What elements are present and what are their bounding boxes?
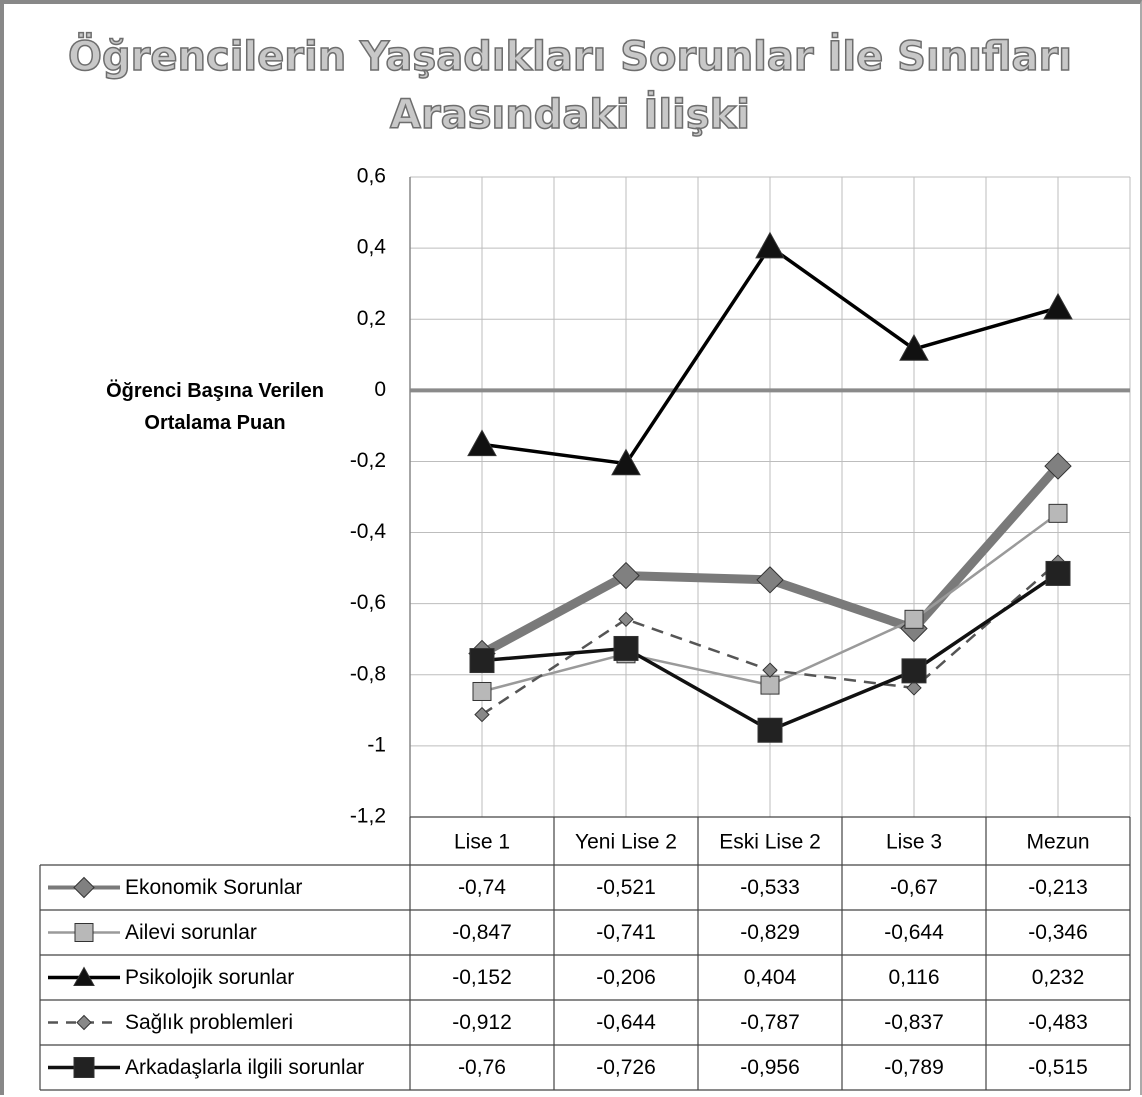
legend-label: Ekonomik Sorunlar — [125, 876, 302, 899]
marker — [901, 658, 927, 684]
marker — [73, 1057, 95, 1078]
marker — [756, 566, 784, 594]
marker — [612, 561, 640, 590]
table-value: -0,741 — [596, 921, 656, 944]
marker — [467, 429, 497, 457]
marker — [899, 334, 929, 361]
table-value: -0,533 — [740, 876, 800, 899]
marker — [469, 648, 495, 674]
marker — [611, 448, 641, 476]
marker — [762, 662, 778, 678]
marker — [904, 609, 924, 629]
table-value: -0,515 — [1028, 1056, 1088, 1079]
table-value: -0,956 — [740, 1056, 800, 1079]
marker — [1045, 560, 1071, 586]
marker — [472, 681, 492, 701]
x-tick-label: Mezun — [1026, 831, 1089, 854]
legend-label: Sağlık problemleri — [125, 1011, 293, 1034]
marker — [1043, 292, 1073, 320]
y-tick-label: -0,2 — [350, 449, 386, 472]
y-axis-label: Öğrenci Başına Verilen Ortalama Puan — [106, 380, 324, 434]
marker — [613, 635, 639, 661]
chart-title: Öğrencilerin Yaşadıkları Sorunlar İle Sı… — [67, 33, 1072, 139]
legend-label: Psikolojik sorunlar — [125, 966, 294, 989]
table-value: -0,789 — [884, 1056, 944, 1079]
marker — [474, 706, 490, 723]
marker — [760, 675, 780, 695]
marker — [1048, 503, 1068, 523]
y-tick-label: -0,8 — [350, 662, 386, 685]
marker — [755, 231, 785, 259]
x-tick-label: Eski Lise 2 — [719, 831, 821, 854]
table-value: -0,213 — [1028, 876, 1088, 899]
table-value: 0,116 — [889, 966, 940, 989]
legend-label: Ailevi sorunlar — [125, 921, 257, 944]
table-value: -0,912 — [452, 1011, 512, 1034]
marker — [618, 611, 634, 628]
table-value: -0,644 — [596, 1011, 656, 1034]
table-value: 0,232 — [1032, 966, 1085, 989]
y-tick-label: 0,4 — [357, 236, 387, 259]
y-tick-label: -0,6 — [350, 591, 386, 614]
table-value: -0,847 — [452, 921, 512, 944]
y-tick-label: 0,6 — [357, 165, 386, 188]
table-value: -0,829 — [740, 921, 800, 944]
table-value: -0,206 — [596, 966, 656, 989]
table-value: -0,152 — [452, 966, 512, 989]
table-value: -0,74 — [458, 876, 506, 899]
table-value: -0,644 — [884, 921, 944, 944]
marker — [74, 923, 94, 942]
x-tick-label: Yeni Lise 2 — [575, 831, 677, 854]
table-value: -0,346 — [1028, 921, 1088, 944]
table-value: -0,67 — [890, 876, 938, 899]
x-tick-label: Lise 1 — [454, 831, 510, 854]
y-tick-label: -1,2 — [350, 805, 386, 828]
marker — [757, 717, 783, 743]
table-value: -0,837 — [884, 1011, 944, 1034]
y-tick-label: 0 — [374, 378, 386, 401]
table-value: -0,787 — [740, 1011, 800, 1034]
table-value: -0,726 — [596, 1056, 656, 1079]
marker — [73, 876, 95, 899]
y-tick-label: 0,2 — [357, 307, 386, 330]
marker — [76, 1014, 92, 1031]
marker — [1044, 452, 1072, 480]
marker — [73, 966, 95, 986]
table-value: -0,483 — [1028, 1011, 1088, 1034]
legend-label: Arkadaşlarla ilgili sorunlar — [125, 1056, 364, 1079]
table-value: -0,76 — [458, 1056, 506, 1079]
x-tick-label: Lise 3 — [886, 831, 942, 854]
y-tick-label: -0,4 — [350, 520, 387, 543]
y-tick-label: -1 — [367, 733, 386, 756]
marker — [906, 680, 922, 696]
table-value: -0,521 — [596, 876, 656, 899]
table-value: 0,404 — [744, 966, 797, 989]
